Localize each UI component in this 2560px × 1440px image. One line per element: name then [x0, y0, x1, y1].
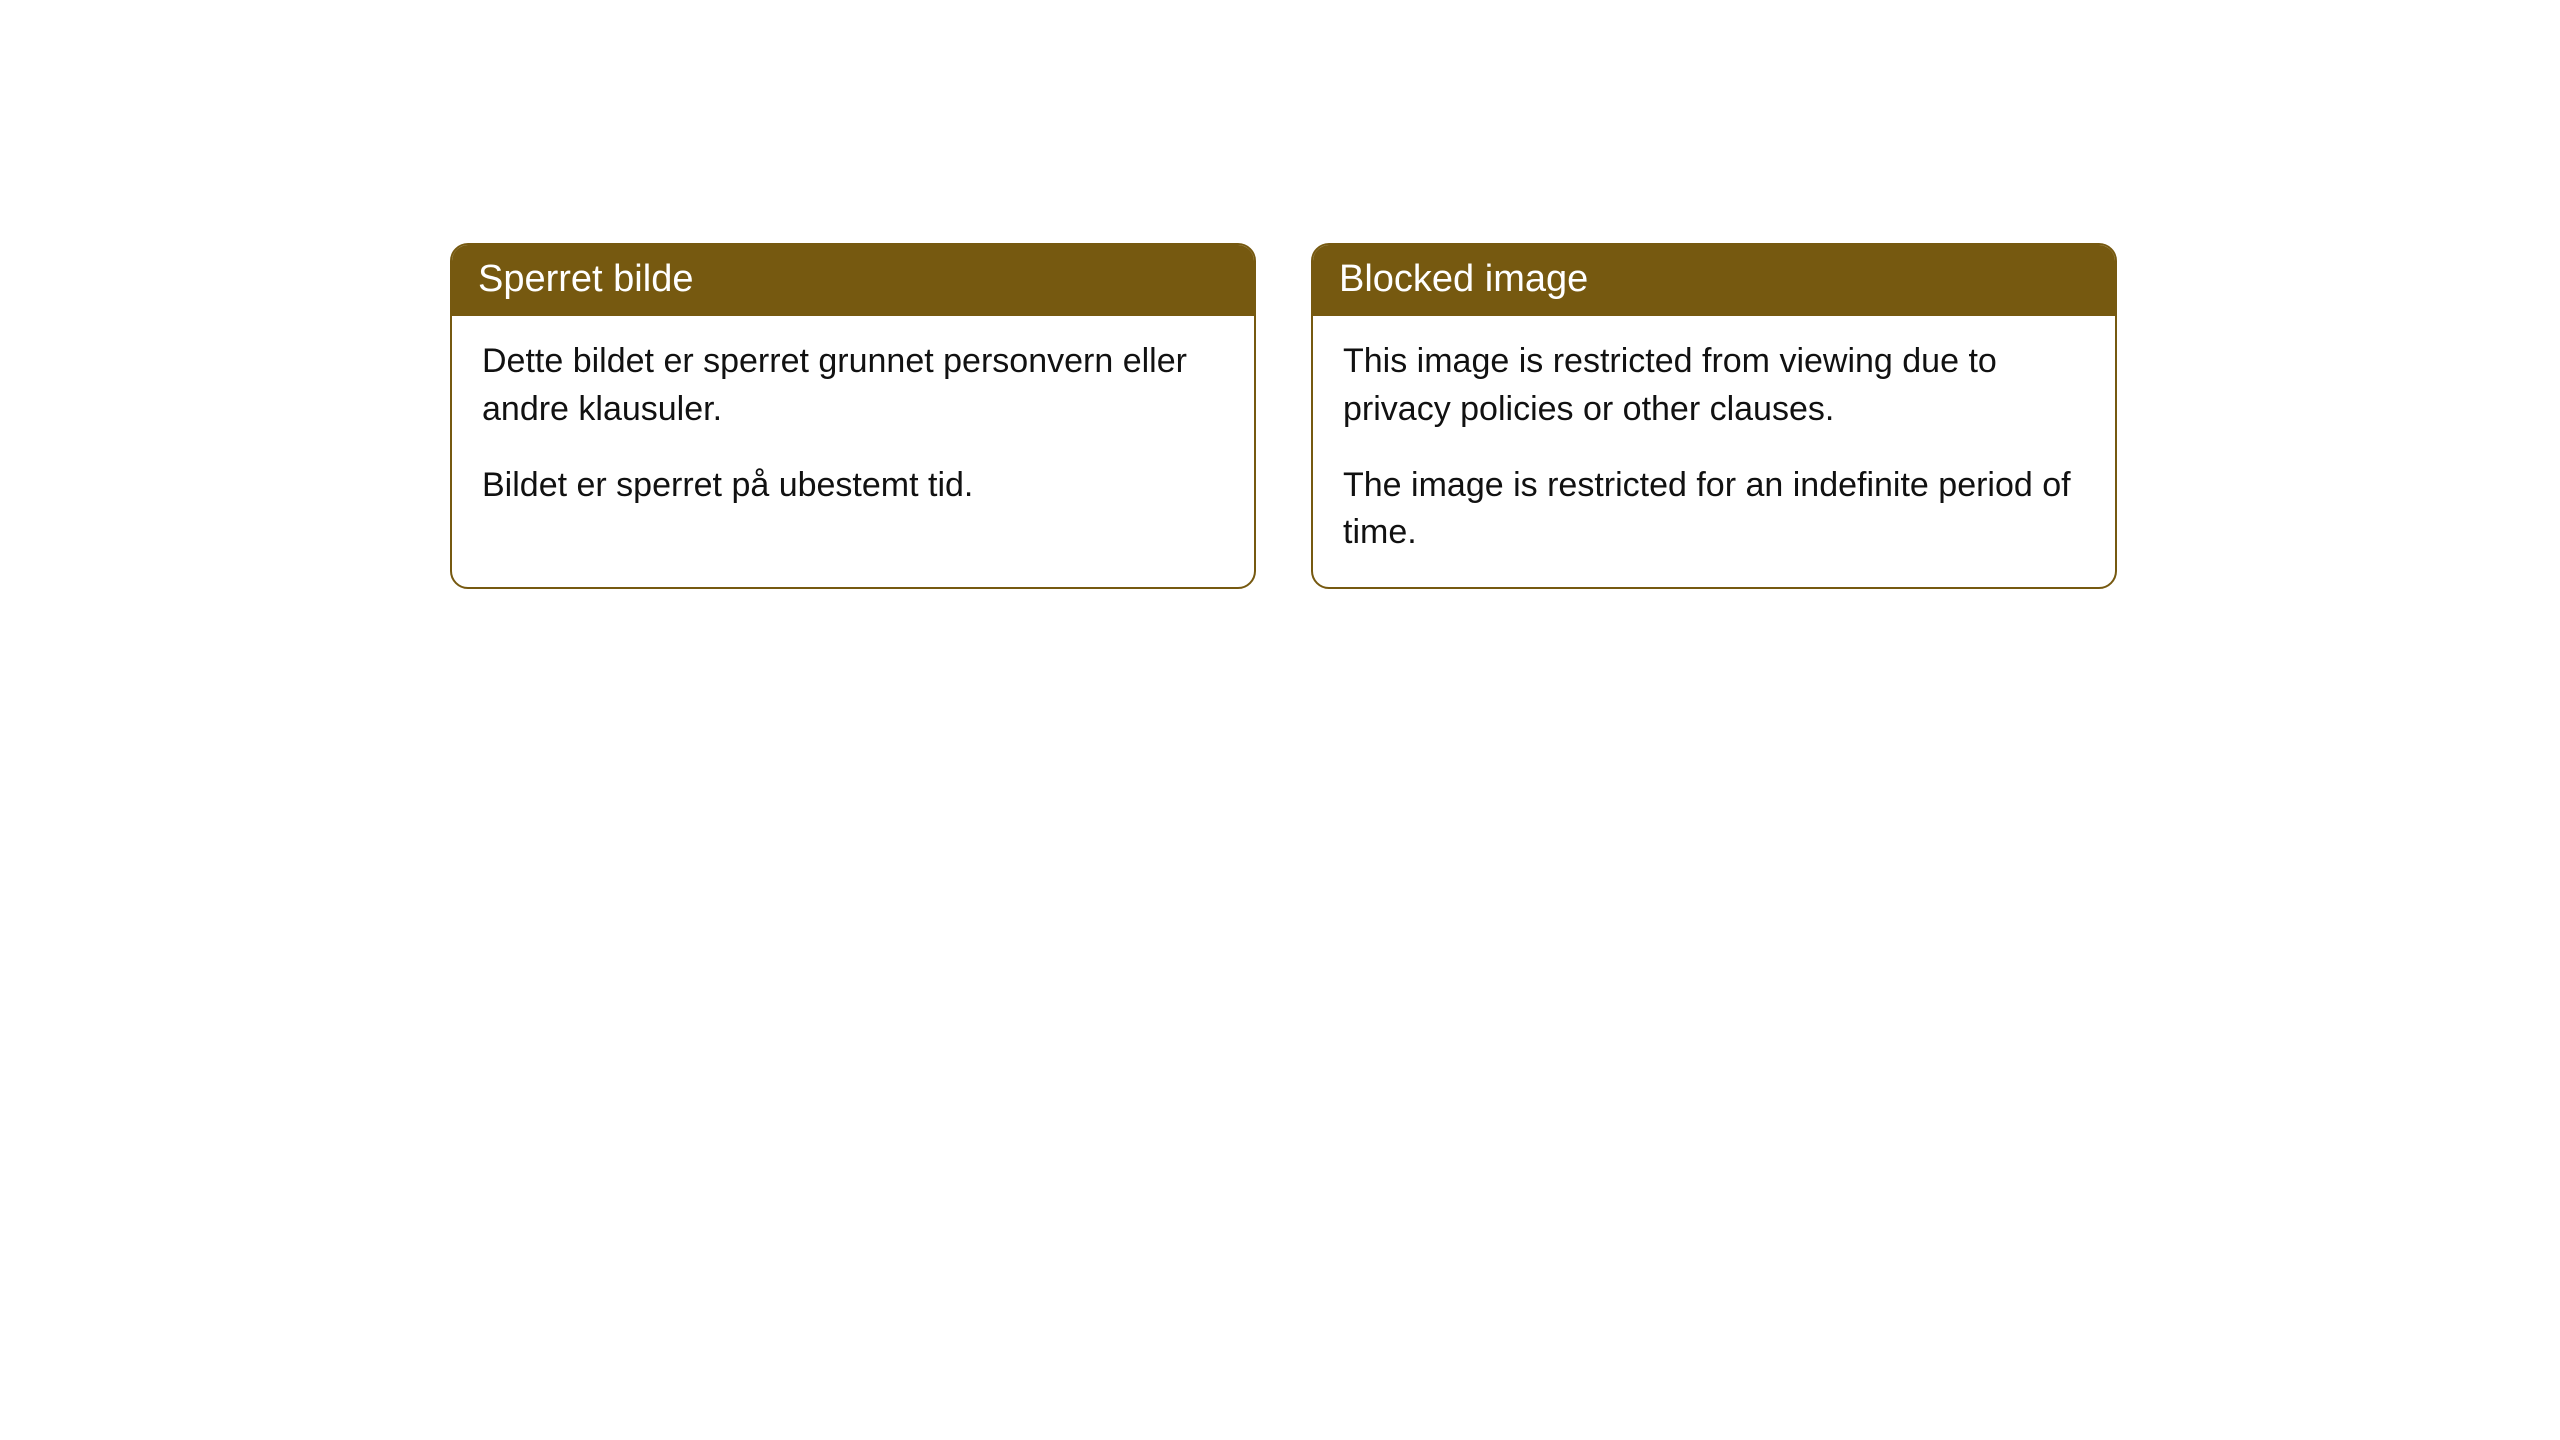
card-title: Blocked image — [1339, 258, 1588, 300]
blocked-image-card-norwegian: Sperret bilde Dette bildet er sperret gr… — [450, 243, 1256, 589]
card-body: Dette bildet er sperret grunnet personve… — [452, 316, 1254, 539]
card-header: Sperret bilde — [452, 245, 1254, 316]
card-paragraph-2: Bildet er sperret på ubestemt tid. — [482, 462, 1224, 510]
blocked-image-card-english: Blocked image This image is restricted f… — [1311, 243, 2117, 589]
card-body: This image is restricted from viewing du… — [1313, 316, 2115, 586]
card-header: Blocked image — [1313, 245, 2115, 316]
card-paragraph-2: The image is restricted for an indefinit… — [1343, 462, 2085, 557]
notification-cards-container: Sperret bilde Dette bildet er sperret gr… — [450, 243, 2117, 589]
card-paragraph-1: Dette bildet er sperret grunnet personve… — [482, 338, 1224, 433]
card-paragraph-1: This image is restricted from viewing du… — [1343, 338, 2085, 433]
card-title: Sperret bilde — [478, 258, 693, 300]
